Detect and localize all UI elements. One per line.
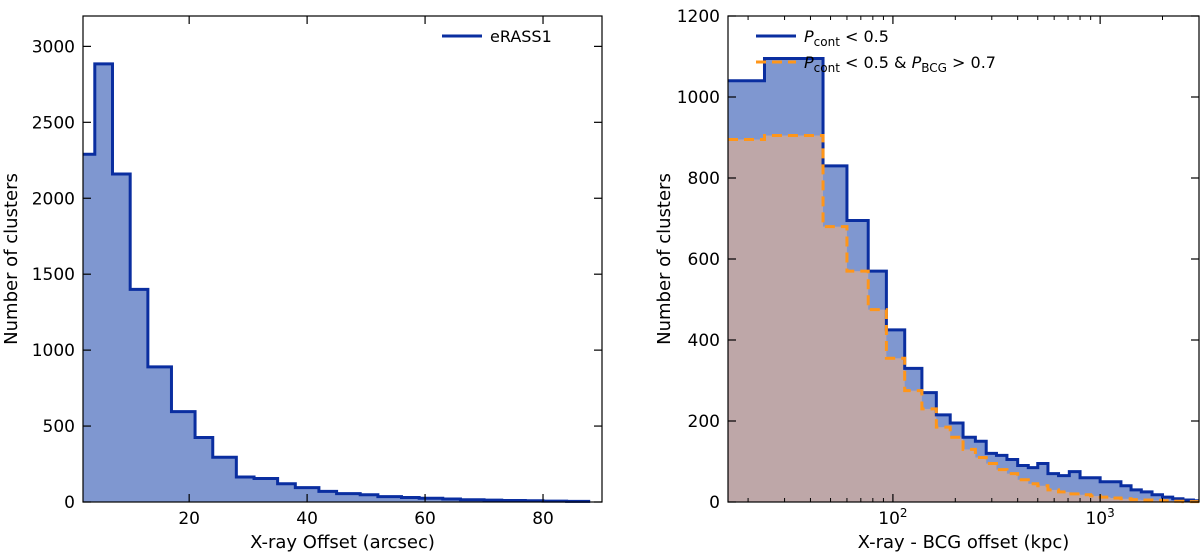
y-axis-label: Number of clusters bbox=[1, 173, 22, 345]
y-tick-label: 3000 bbox=[32, 37, 75, 57]
y-tick-label: 2500 bbox=[32, 113, 75, 133]
hist-line-0 bbox=[728, 57, 1199, 503]
y-tick-label: 600 bbox=[688, 250, 720, 270]
y-tick-label: 1000 bbox=[32, 341, 75, 361]
y-tick-label: 200 bbox=[688, 412, 720, 432]
y-tick-label: 400 bbox=[688, 331, 720, 351]
right-histogram-panel: 0 200 400 600 800 1000 1200 102 103 X-ray - BCG o… bbox=[654, 7, 1200, 553]
y-tick-label: 1500 bbox=[32, 265, 75, 285]
y-tick-label: 500 bbox=[43, 417, 75, 437]
hist-fill-0 bbox=[83, 63, 591, 502]
y-tick-label: 0 bbox=[709, 493, 720, 513]
y-tick-label: 1000 bbox=[677, 88, 720, 108]
axes-frame bbox=[82, 15, 603, 503]
legend-label-1: Pcont < 0.5 & PBCG > 0.7 bbox=[804, 53, 996, 75]
x-tick-label: 60 bbox=[414, 509, 436, 529]
hist-line-0 bbox=[83, 62, 591, 503]
x-tick-label: 40 bbox=[296, 509, 318, 529]
y-tick-label: 800 bbox=[688, 169, 720, 189]
x-axis-label: X-ray Offset (arcsec) bbox=[250, 532, 435, 553]
x-tick-label: 20 bbox=[178, 509, 200, 529]
x-tick-label: 102 bbox=[878, 506, 907, 529]
y-tick-label: 1200 bbox=[677, 7, 720, 27]
left-histogram-panel: 0 500 1000 1500 2000 2500 3000 20 40 60 80 X-ray Of… bbox=[1, 15, 603, 553]
x-tick-label: 80 bbox=[532, 509, 554, 529]
y-tick-label: 0 bbox=[64, 493, 75, 513]
x-axis-label: X-ray - BCG offset (kpc) bbox=[858, 532, 1070, 553]
y-axis-label: Number of clusters bbox=[654, 173, 675, 345]
y-tick-label: 2000 bbox=[32, 189, 75, 209]
x-tick-label: 103 bbox=[1085, 506, 1114, 529]
legend-label-0: eRASS1 bbox=[490, 27, 552, 46]
legend-label-0: Pcont < 0.5 bbox=[804, 27, 889, 49]
